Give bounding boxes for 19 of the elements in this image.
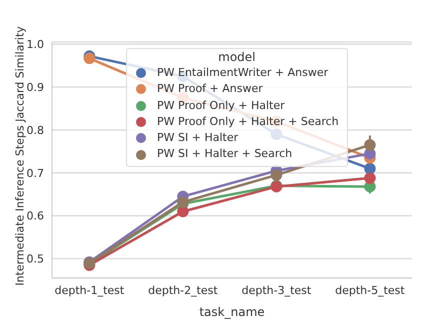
legend-label: PW Proof Only + Halter (157, 98, 285, 114)
y-tick-label: 0.5 (26, 252, 44, 266)
y-tick-label: 1.0 (26, 38, 44, 52)
legend-label: PW Proof + Answer (157, 81, 263, 98)
legend-label: PW Proof Only + Halter + Search (157, 114, 339, 130)
y-tick-label: 0.6 (26, 210, 44, 223)
y-tick-label: 0.7 (26, 166, 44, 180)
x-tick-label: depth-1_test (54, 284, 125, 297)
x-tick-label: depth-5_test (335, 284, 406, 297)
legend-label: PW SI + Halter (157, 130, 238, 146)
y-tick-label: 0.8 (26, 124, 44, 137)
y-axis-title: Intermediate Inference Steps Jaccard Similarity (14, 26, 26, 286)
legend-label: PW SI + Halter + Search (157, 146, 292, 162)
x-tick-label: depth-3_test (242, 284, 312, 297)
x-tick-label: depth-2_test (148, 284, 218, 297)
legend-label: PW EntailmentWriter + Answer (157, 65, 328, 81)
x-axis-title: task_name (199, 305, 265, 319)
legend-title: model (217, 50, 256, 64)
y-tick-label: 0.9 (26, 80, 44, 94)
